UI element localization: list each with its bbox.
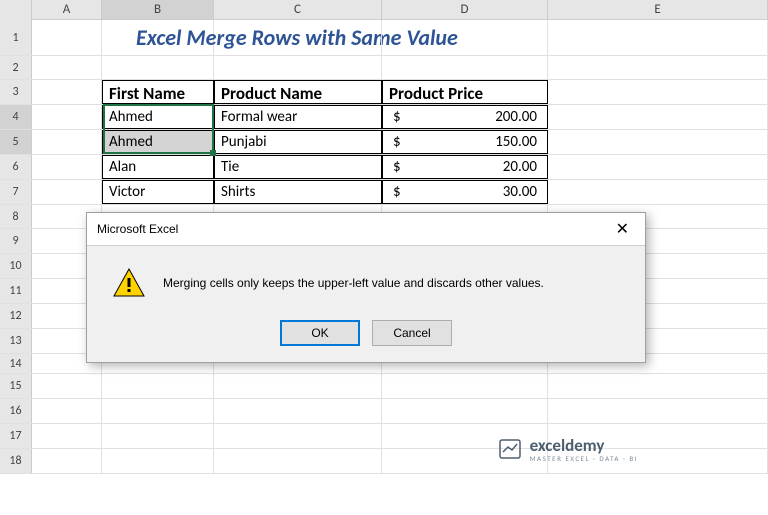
cell-e1[interactable] bbox=[548, 20, 768, 55]
row-header-7[interactable]: 7 bbox=[0, 180, 32, 204]
cell-price-6[interactable]: $ 20.00 bbox=[382, 155, 548, 179]
cell-d1[interactable] bbox=[382, 20, 548, 55]
cell-price-7[interactable]: $ 30.00 bbox=[382, 180, 548, 204]
cell-a2[interactable] bbox=[32, 56, 102, 79]
cell-price-4[interactable]: $ 200.00 bbox=[382, 105, 548, 129]
cell-b2[interactable] bbox=[102, 56, 214, 79]
row-header-6[interactable]: 6 bbox=[0, 155, 32, 179]
col-header-e[interactable]: E bbox=[548, 0, 768, 19]
cell-c1[interactable] bbox=[214, 20, 382, 55]
header-first-name[interactable]: First Name bbox=[102, 80, 214, 104]
header-product-name[interactable]: Product Name bbox=[214, 80, 382, 104]
watermark-subtext: MASTER EXCEL · DATA · BI bbox=[530, 454, 638, 463]
row-5: 5 Ahmed Punjabi $ 150.00 bbox=[0, 130, 768, 155]
dialog-titlebar[interactable]: Microsoft Excel ✕ bbox=[87, 213, 645, 246]
cell-e7[interactable] bbox=[548, 180, 768, 204]
dialog-body: Merging cells only keeps the upper-left … bbox=[87, 246, 645, 312]
row-header-15[interactable]: 15 bbox=[0, 374, 32, 398]
watermark-text: exceldemy bbox=[530, 435, 638, 456]
row-3: 3 First Name Product Name Product Price bbox=[0, 80, 768, 105]
cell-e3[interactable] bbox=[548, 80, 768, 104]
merge-warning-dialog: Microsoft Excel ✕ Merging cells only kee… bbox=[86, 212, 646, 363]
watermark: exceldemy MASTER EXCEL · DATA · BI bbox=[498, 435, 638, 463]
cell-product-4[interactable]: Formal wear bbox=[214, 105, 382, 129]
dialog-message: Merging cells only keeps the upper-left … bbox=[163, 276, 544, 290]
row-header-2[interactable]: 2 bbox=[0, 56, 32, 79]
row-16: 16 bbox=[0, 399, 768, 424]
column-headers: A B C D E bbox=[0, 0, 768, 20]
header-product-price[interactable]: Product Price bbox=[382, 80, 548, 104]
cell-a3[interactable] bbox=[32, 80, 102, 104]
row-4: 4 Ahmed Formal wear $ 200.00 bbox=[0, 105, 768, 130]
row-15: 15 bbox=[0, 374, 768, 399]
col-header-c[interactable]: C bbox=[214, 0, 382, 19]
row-header-4[interactable]: 4 bbox=[0, 105, 32, 129]
row-header-14[interactable]: 14 bbox=[0, 354, 32, 373]
col-header-d[interactable]: D bbox=[382, 0, 548, 19]
cell-product-6[interactable]: Tie bbox=[214, 155, 382, 179]
warning-icon bbox=[113, 268, 145, 298]
price-4: 200.00 bbox=[495, 108, 537, 126]
cell-b1[interactable]: Excel Merge Rows with Same Value bbox=[102, 20, 214, 55]
cell-product-7[interactable]: Shirts bbox=[214, 180, 382, 204]
row-header-13[interactable]: 13 bbox=[0, 329, 32, 353]
row-header-12[interactable]: 12 bbox=[0, 304, 32, 328]
cell-e5[interactable] bbox=[548, 130, 768, 154]
currency-7: $ bbox=[393, 183, 401, 201]
cell-a6[interactable] bbox=[32, 155, 102, 179]
row-header-11[interactable]: 11 bbox=[0, 279, 32, 303]
cell-product-5[interactable]: Punjabi bbox=[214, 130, 382, 154]
cell-e6[interactable] bbox=[548, 155, 768, 179]
cell-first-4[interactable]: Ahmed bbox=[102, 105, 214, 129]
row-6: 6 Alan Tie $ 20.00 bbox=[0, 155, 768, 180]
cell-first-7[interactable]: Victor bbox=[102, 180, 214, 204]
row-18: 18 bbox=[0, 449, 768, 474]
cell-price-5[interactable]: $ 150.00 bbox=[382, 130, 548, 154]
row-header-5[interactable]: 5 bbox=[0, 130, 32, 154]
cell-e2[interactable] bbox=[548, 56, 768, 79]
currency-5: $ bbox=[393, 133, 401, 151]
cell-a7[interactable] bbox=[32, 180, 102, 204]
cell-a1[interactable] bbox=[32, 20, 102, 55]
price-7: 30.00 bbox=[503, 183, 537, 201]
cell-first-6[interactable]: Alan bbox=[102, 155, 214, 179]
col-header-b[interactable]: B bbox=[102, 0, 214, 19]
row-header-16[interactable]: 16 bbox=[0, 399, 32, 423]
currency-6: $ bbox=[393, 158, 401, 176]
cancel-button[interactable]: Cancel bbox=[372, 320, 452, 346]
dialog-title: Microsoft Excel bbox=[97, 222, 178, 236]
cell-a5[interactable] bbox=[32, 130, 102, 154]
row-1: 1 Excel Merge Rows with Same Value bbox=[0, 20, 768, 56]
ok-button[interactable]: OK bbox=[280, 320, 360, 346]
row-header-9[interactable]: 9 bbox=[0, 229, 32, 253]
cell-e4[interactable] bbox=[548, 105, 768, 129]
price-6: 20.00 bbox=[503, 158, 537, 176]
row-header-1[interactable]: 1 bbox=[0, 20, 32, 55]
row-header-17[interactable]: 17 bbox=[0, 424, 32, 448]
cell-first-5[interactable]: Ahmed bbox=[102, 130, 214, 154]
watermark-icon bbox=[498, 437, 522, 461]
row-17: 17 bbox=[0, 424, 768, 449]
price-5: 150.00 bbox=[495, 133, 537, 151]
currency-4: $ bbox=[393, 108, 401, 126]
select-all-corner[interactable] bbox=[0, 0, 32, 20]
cell-d2[interactable] bbox=[382, 56, 548, 79]
close-icon[interactable]: ✕ bbox=[610, 219, 635, 239]
cell-a4[interactable] bbox=[32, 105, 102, 129]
row-header-8[interactable]: 8 bbox=[0, 205, 32, 228]
cell-c2[interactable] bbox=[214, 56, 382, 79]
row-7: 7 Victor Shirts $ 30.00 bbox=[0, 180, 768, 205]
dialog-buttons: OK Cancel bbox=[87, 312, 645, 362]
row-2: 2 bbox=[0, 56, 768, 80]
col-header-a[interactable]: A bbox=[32, 0, 102, 19]
row-header-10[interactable]: 10 bbox=[0, 254, 32, 278]
row-header-18[interactable]: 18 bbox=[0, 449, 32, 473]
row-header-3[interactable]: 3 bbox=[0, 80, 32, 104]
